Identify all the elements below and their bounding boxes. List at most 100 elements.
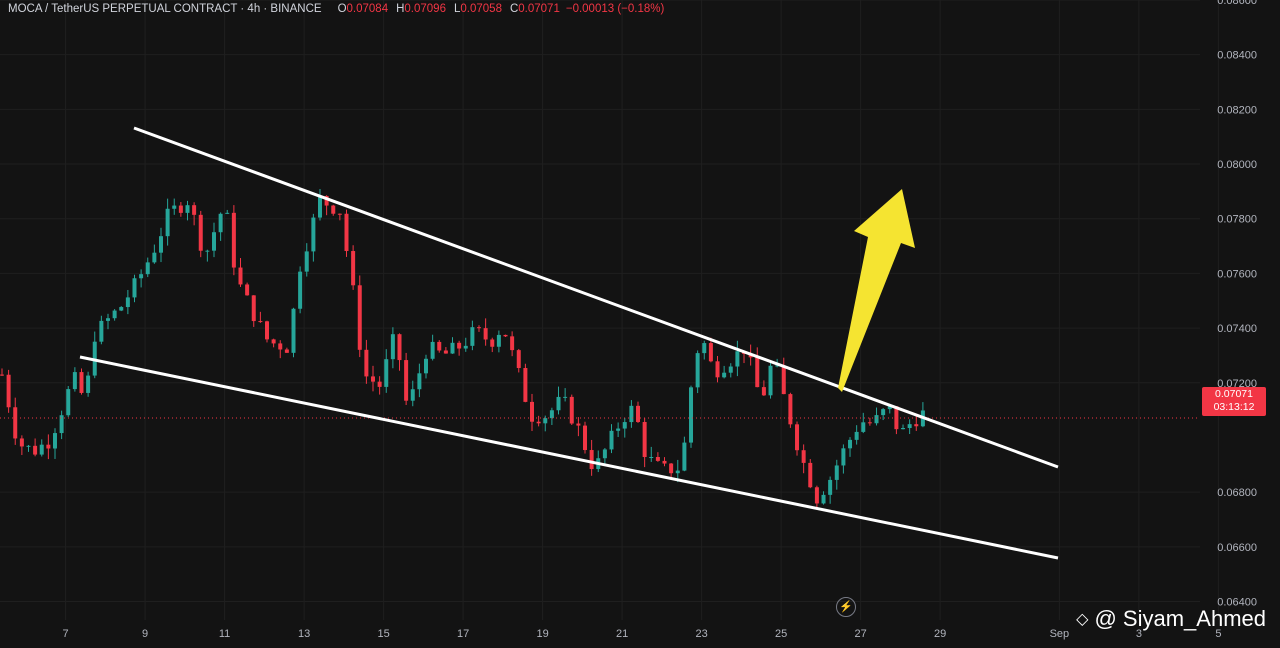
candle [79, 368, 84, 395]
candle-body [331, 205, 336, 214]
candle-body [602, 449, 607, 459]
candle-body [622, 422, 627, 429]
candle [397, 333, 402, 371]
candle-body [655, 456, 660, 461]
candle-body [397, 334, 402, 361]
candle [841, 444, 846, 474]
candle-body [761, 387, 766, 396]
candle [655, 452, 660, 462]
candle-body [781, 365, 786, 395]
candle-body [841, 448, 846, 466]
candle [735, 340, 740, 377]
candle-body [152, 252, 157, 263]
candle-body [722, 372, 727, 378]
candle-body [503, 334, 508, 337]
lightning-icon[interactable]: ⚡ [836, 597, 856, 617]
candle [881, 407, 886, 421]
candle-body [377, 381, 382, 387]
candle-body [728, 366, 733, 373]
candle-body [424, 358, 429, 374]
candle-body [861, 422, 866, 432]
candle-body [291, 308, 296, 353]
candle [814, 485, 819, 508]
candle-body [225, 212, 230, 214]
candle-body [119, 307, 124, 311]
date-tick-label: 9 [142, 628, 148, 640]
candlestick-series [0, 189, 925, 508]
candle-body [616, 428, 621, 431]
candle-body [6, 374, 11, 408]
date-tick-label: 13 [298, 628, 310, 640]
candle-body [145, 262, 150, 275]
binance-logo-icon: ◇ [1076, 611, 1089, 628]
candle-body [351, 251, 356, 286]
low-label: L [453, 3, 461, 15]
candle-body [795, 424, 800, 451]
candle [105, 313, 110, 330]
candle [867, 417, 872, 426]
price-tick-label: 0.07800 [1217, 214, 1257, 226]
chart-grid [0, 0, 1219, 620]
candle [344, 209, 349, 257]
candle [46, 434, 51, 460]
candle-body [854, 431, 859, 440]
candle-body [105, 318, 110, 321]
candle [390, 327, 395, 369]
candle-body [410, 389, 415, 401]
candle-body [563, 396, 568, 398]
wedge-trendlines [79, 126, 1059, 560]
candle [72, 367, 77, 392]
candle [145, 257, 150, 278]
candle [490, 337, 495, 353]
price-tick-label: 0.07400 [1217, 323, 1257, 335]
price-axis: 0.08600 0.08400 0.08200 0.08000 0.07800 0.076… [1217, 0, 1257, 609]
candle [695, 350, 700, 394]
candle-body [642, 421, 647, 458]
candle [33, 438, 38, 457]
price-tick-label: 0.08000 [1217, 159, 1257, 171]
candle-body [516, 350, 521, 369]
symbol-legend: MOCA / TetherUS PERPETUAL CONTRACT · 4h … [8, 3, 664, 15]
close-label: C [509, 3, 519, 15]
candle [211, 222, 216, 258]
candle [523, 363, 528, 403]
candle [218, 212, 223, 241]
candle [470, 320, 475, 351]
candle-body [443, 350, 448, 354]
candle [132, 274, 137, 303]
date-tick-label: 23 [695, 628, 707, 640]
candle-body [258, 321, 263, 323]
candle-body [530, 401, 535, 422]
symbol-title[interactable]: MOCA / TetherUS PERPETUAL CONTRACT · 4h … [8, 3, 322, 15]
candle [278, 340, 283, 359]
candle-body [172, 205, 177, 209]
candle [616, 422, 621, 438]
candle-body [66, 389, 71, 416]
candle-body [549, 410, 554, 419]
candle [311, 213, 316, 262]
candle [450, 337, 455, 354]
candle-body [589, 450, 594, 470]
candle [483, 318, 488, 346]
candle [516, 348, 521, 373]
candle-body [245, 284, 250, 296]
candle-body [437, 341, 442, 351]
candle-body [251, 295, 256, 322]
candle-body [457, 342, 462, 349]
candle [768, 361, 773, 399]
candle-body [364, 349, 369, 377]
candle-body [609, 430, 614, 450]
candle-body [390, 334, 395, 360]
candle [318, 189, 322, 221]
date-tick-label: 27 [854, 628, 866, 640]
candle [536, 415, 541, 427]
candle [437, 340, 442, 353]
candle [119, 306, 124, 312]
candle-body [52, 433, 57, 449]
candle-body [284, 349, 289, 353]
candle-body [887, 406, 892, 410]
candle-body [430, 341, 435, 359]
candle [828, 476, 833, 504]
candle-body [735, 351, 740, 367]
